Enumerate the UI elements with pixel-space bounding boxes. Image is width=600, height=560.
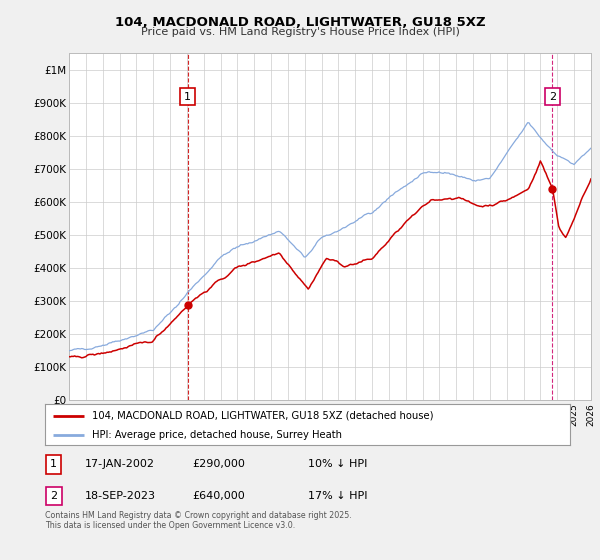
Text: 10% ↓ HPI: 10% ↓ HPI: [308, 459, 367, 469]
Text: 1: 1: [184, 92, 191, 101]
Text: 17% ↓ HPI: 17% ↓ HPI: [308, 491, 367, 501]
Text: £640,000: £640,000: [192, 491, 245, 501]
Text: 17-JAN-2002: 17-JAN-2002: [85, 459, 154, 469]
Text: 104, MACDONALD ROAD, LIGHTWATER, GU18 5XZ: 104, MACDONALD ROAD, LIGHTWATER, GU18 5X…: [115, 16, 485, 29]
Text: HPI: Average price, detached house, Surrey Heath: HPI: Average price, detached house, Surr…: [92, 430, 342, 440]
Text: Contains HM Land Registry data © Crown copyright and database right 2025.
This d: Contains HM Land Registry data © Crown c…: [45, 511, 352, 530]
Text: 2: 2: [50, 491, 58, 501]
Text: 104, MACDONALD ROAD, LIGHTWATER, GU18 5XZ (detached house): 104, MACDONALD ROAD, LIGHTWATER, GU18 5X…: [92, 411, 434, 421]
Text: 2: 2: [549, 92, 556, 101]
Text: Price paid vs. HM Land Registry's House Price Index (HPI): Price paid vs. HM Land Registry's House …: [140, 27, 460, 37]
Text: 1: 1: [50, 459, 57, 469]
Text: 18-SEP-2023: 18-SEP-2023: [85, 491, 155, 501]
Text: £290,000: £290,000: [192, 459, 245, 469]
